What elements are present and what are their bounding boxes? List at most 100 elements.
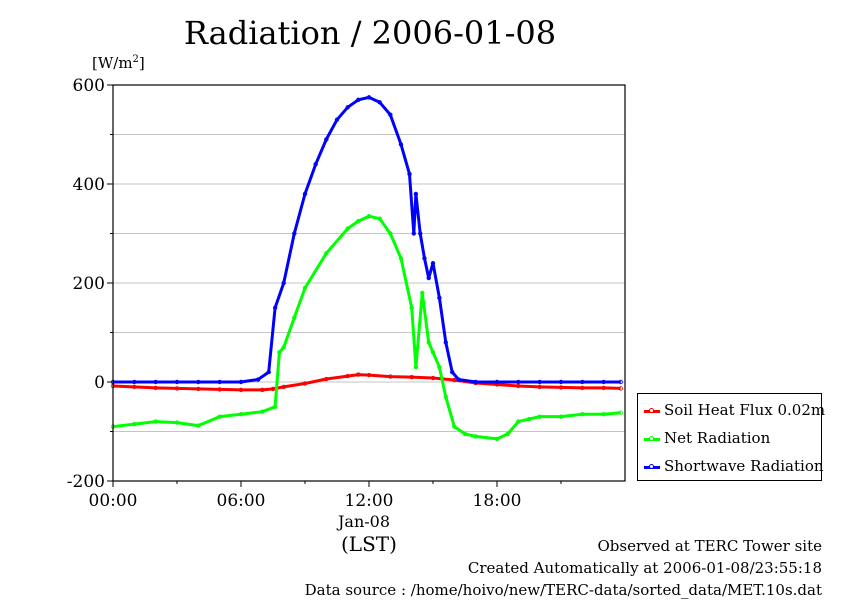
- footer: Observed at TERC Tower site Created Auto…: [305, 535, 822, 601]
- legend-label-soil: Soil Heat Flux 0.02m: [664, 401, 826, 419]
- data-point: [437, 295, 442, 301]
- legend-swatch-shortwave: [644, 463, 660, 469]
- data-point: [426, 275, 431, 281]
- x-axis-timezone-label: (LST): [341, 532, 397, 556]
- legend-item-net-radiation: Net Radiation: [644, 429, 770, 447]
- legend-swatch-soil: [644, 407, 660, 413]
- data-point: [398, 256, 404, 261]
- y-unit-suffix: ]: [138, 54, 145, 72]
- data-point: [153, 385, 158, 391]
- data-point: [618, 410, 623, 415]
- data-point: [302, 191, 308, 197]
- data-point: [153, 419, 158, 424]
- data-point: [366, 213, 372, 219]
- series-net-radiation: [112, 214, 621, 441]
- data-point: [196, 423, 201, 428]
- data-point: [281, 280, 286, 286]
- data-point: [418, 231, 423, 236]
- data-point: [277, 350, 282, 355]
- data-point: [580, 385, 585, 391]
- data-point: [132, 421, 137, 427]
- x-tick-label: 12:00: [345, 491, 394, 511]
- legend-item-shortwave-radiation: Shortwave Radiation: [644, 457, 824, 475]
- data-point: [601, 379, 606, 385]
- x-tick-label: 18:00: [473, 491, 522, 511]
- data-point: [356, 218, 361, 224]
- data-point: [558, 379, 564, 385]
- data-point: [537, 379, 542, 385]
- data-point: [313, 161, 318, 167]
- data-point: [413, 191, 419, 197]
- data-point: [473, 434, 478, 439]
- data-point: [260, 409, 265, 414]
- data-point: [345, 226, 350, 231]
- data-point: [153, 379, 158, 385]
- y-axis-unit-label: [W/m2]: [92, 54, 145, 72]
- data-point: [217, 379, 222, 385]
- series-soil-heat-flux: [112, 373, 621, 392]
- data-point: [494, 379, 500, 385]
- data-point: [526, 416, 532, 422]
- data-point: [420, 290, 425, 296]
- legend: Soil Heat Flux 0.02m Net Radiation Short…: [637, 393, 826, 481]
- data-point: [238, 387, 244, 393]
- footer-line-observed: Observed at TERC Tower site: [597, 537, 822, 555]
- data-point: [409, 374, 414, 380]
- x-tick-label: 06:00: [217, 491, 266, 511]
- data-point: [388, 231, 393, 236]
- series-shortwave-radiation: [113, 95, 621, 384]
- y-tick-label: 200: [73, 274, 105, 294]
- data-point: [324, 251, 329, 256]
- data-point: [388, 374, 393, 379]
- data-point: [292, 231, 297, 236]
- y-tick-label: 600: [73, 76, 105, 96]
- data-point: [366, 95, 372, 100]
- data-point: [132, 384, 137, 390]
- data-point: [505, 431, 510, 437]
- data-point: [281, 384, 286, 390]
- data-point: [324, 376, 329, 382]
- data-point: [388, 112, 393, 117]
- data-point: [537, 414, 542, 419]
- data-point: [516, 379, 521, 385]
- data-point: [601, 385, 606, 391]
- data-point: [281, 345, 286, 350]
- data-point: [217, 414, 222, 419]
- data-point: [452, 377, 457, 383]
- y-tick-label: 0: [94, 373, 105, 393]
- data-point: [494, 436, 500, 442]
- data-point: [413, 364, 419, 370]
- data-point: [618, 386, 623, 391]
- data-point: [255, 377, 261, 382]
- data-point: [580, 379, 585, 385]
- data-point: [411, 231, 416, 236]
- data-point: [426, 340, 431, 345]
- data-point: [196, 379, 201, 385]
- chart-title: Radiation / 2006-01-08: [183, 14, 557, 52]
- data-point: [558, 414, 564, 419]
- data-point: [356, 97, 361, 103]
- footer-line-created: Created Automatically at 2006-01-08/23:5…: [467, 559, 822, 577]
- data-point: [377, 216, 382, 221]
- data-point: [217, 387, 222, 392]
- data-point: [618, 379, 623, 385]
- data-point: [437, 364, 442, 370]
- data-point: [302, 381, 308, 386]
- data-point: [302, 285, 308, 291]
- data-point: [292, 315, 297, 320]
- data-point: [266, 369, 271, 375]
- data-point: [443, 394, 448, 400]
- data-point: [356, 372, 361, 377]
- data-point: [345, 373, 350, 379]
- data-point: [580, 411, 585, 417]
- data-point: [452, 424, 457, 429]
- data-point: [238, 379, 244, 385]
- data-point: [516, 419, 521, 424]
- footer-line-source: Data source : /home/hoivo/new/TERC-data/…: [304, 581, 822, 599]
- data-point: [537, 384, 542, 390]
- data-point: [272, 404, 278, 409]
- data-point: [443, 340, 448, 345]
- data-point: [260, 387, 265, 393]
